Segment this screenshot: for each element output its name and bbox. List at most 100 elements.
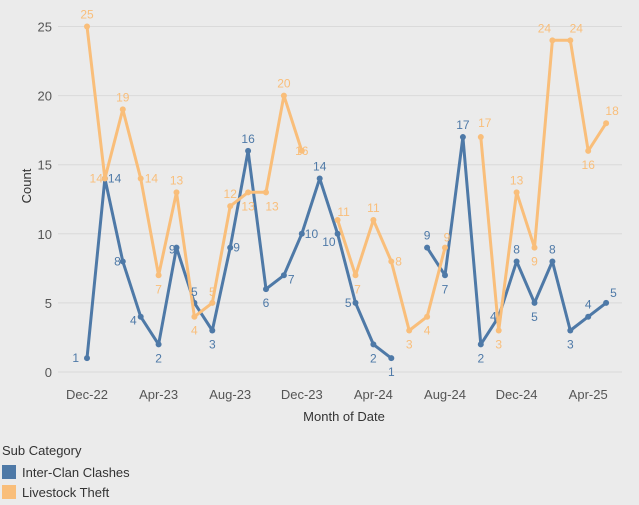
data-point-inter-clan-clashes [459,134,466,141]
data-label-inter-clan-clashes: 5 [345,296,352,310]
data-label-livestock-theft: 11 [337,205,350,219]
series-livestock-theft [84,23,610,334]
y-tick-label: 0 [45,365,52,380]
data-point-inter-clan-clashes [263,286,269,293]
x-tick-label: Aug-24 [424,387,466,402]
legend-item-inter-clan-clashes[interactable]: Inter-Clan Clashes [2,462,130,482]
x-tick-label: Dec-23 [281,387,323,402]
data-label-livestock-theft: 12 [224,187,238,201]
data-point-inter-clan-clashes [137,313,144,320]
data-point-livestock-theft [263,189,269,196]
data-point-inter-clan-clashes [155,341,162,348]
y-tick-label: 20 [38,89,52,104]
data-point-livestock-theft [585,147,592,154]
x-tick-label: Dec-22 [66,387,108,402]
data-label-inter-clan-clashes: 10 [305,227,319,241]
data-label-inter-clan-clashes: 1 [72,351,79,365]
data-label-inter-clan-clashes: 8 [114,254,121,268]
data-label-livestock-theft: 18 [605,104,619,118]
data-label-inter-clan-clashes: 2 [477,351,484,365]
data-point-livestock-theft [84,23,90,30]
data-point-inter-clan-clashes [119,258,126,265]
data-point-livestock-theft [119,106,126,113]
y-tick-label: 25 [38,20,52,35]
data-point-inter-clan-clashes [424,244,431,251]
data-label-inter-clan-clashes: 3 [567,338,574,352]
data-point-inter-clan-clashes [585,313,592,320]
legend-item-livestock-theft[interactable]: Livestock Theft [2,482,130,502]
data-point-inter-clan-clashes [209,327,216,334]
data-label-inter-clan-clashes: 5 [531,310,538,324]
data-label-inter-clan-clashes: 7 [442,282,449,296]
data-label-livestock-theft: 4 [424,324,431,338]
data-point-inter-clan-clashes [84,355,90,362]
data-point-inter-clan-clashes [549,258,556,265]
legend-swatch-livestock-theft [2,485,16,499]
data-point-livestock-theft [513,189,520,196]
data-label-livestock-theft: 20 [277,77,291,91]
data-label-inter-clan-clashes: 2 [370,351,377,365]
data-label-inter-clan-clashes: 4 [585,298,592,312]
data-point-inter-clan-clashes [603,299,610,306]
data-label-livestock-theft: 19 [116,90,130,104]
data-point-livestock-theft [155,272,162,279]
data-point-inter-clan-clashes [370,341,377,348]
data-label-livestock-theft: 9 [531,255,538,269]
series-layer: 1148429539166710141052197172485834525141… [72,8,619,380]
data-label-inter-clan-clashes: 5 [610,286,617,300]
data-point-inter-clan-clashes [227,244,234,251]
data-point-inter-clan-clashes [280,272,287,279]
data-label-inter-clan-clashes: 8 [549,242,556,256]
x-tick-label: Dec-24 [496,387,538,402]
data-label-livestock-theft: 11 [367,201,380,215]
y-tick-label: 15 [38,158,52,173]
data-point-livestock-theft [137,175,144,182]
data-point-livestock-theft [495,327,502,334]
data-label-livestock-theft: 3 [406,338,413,352]
x-axis-title: Month of Date [303,409,385,424]
data-label-inter-clan-clashes: 5 [191,285,198,299]
data-label-livestock-theft: 13 [241,199,255,213]
data-point-livestock-theft [424,313,431,320]
data-point-livestock-theft [173,189,180,196]
data-label-inter-clan-clashes: 14 [313,160,327,174]
data-point-livestock-theft [603,120,610,127]
data-point-livestock-theft [227,203,234,210]
data-label-livestock-theft: 7 [155,282,162,296]
data-label-livestock-theft: 13 [170,173,184,187]
data-label-inter-clan-clashes: 16 [241,132,255,146]
data-point-inter-clan-clashes [531,299,538,306]
x-tick-label: Apr-23 [139,387,178,402]
data-label-livestock-theft: 24 [570,21,584,35]
data-label-inter-clan-clashes: 1 [388,365,395,379]
data-label-inter-clan-clashes: 2 [155,351,162,365]
x-tick-label: Aug-23 [209,387,251,402]
data-label-livestock-theft: 13 [265,199,279,213]
data-point-livestock-theft [191,313,198,320]
data-label-inter-clan-clashes: 8 [513,242,520,256]
data-point-livestock-theft [442,244,448,251]
y-axis-title: Count [19,168,34,203]
data-label-livestock-theft: 14 [145,172,159,186]
data-point-inter-clan-clashes [316,175,323,182]
data-label-inter-clan-clashes: 9 [169,243,176,257]
data-label-livestock-theft: 13 [510,173,524,187]
data-point-inter-clan-clashes [352,299,359,306]
data-point-livestock-theft [477,134,484,141]
data-label-livestock-theft: 9 [444,231,451,245]
data-point-livestock-theft [245,189,252,196]
data-label-inter-clan-clashes: 4 [490,310,497,324]
data-point-livestock-theft [388,258,395,265]
legend: Sub Category Inter-Clan Clashes Livestoc… [2,443,130,502]
data-label-livestock-theft: 4 [191,324,198,338]
data-label-inter-clan-clashes: 10 [322,235,336,249]
data-point-livestock-theft [298,147,305,154]
data-point-inter-clan-clashes [388,355,395,362]
data-point-livestock-theft [101,175,108,182]
data-point-inter-clan-clashes [513,258,520,265]
data-label-inter-clan-clashes: 14 [108,172,122,186]
data-label-livestock-theft: 24 [538,21,552,35]
